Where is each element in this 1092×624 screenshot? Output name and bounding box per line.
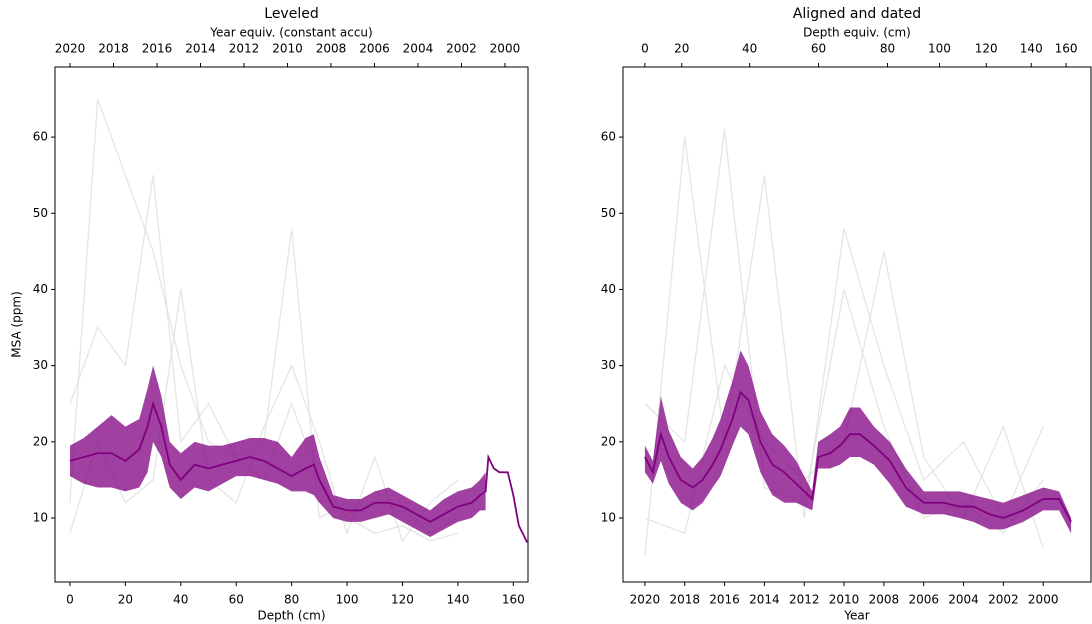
x2-axis-label: Depth equiv. (cm) <box>803 26 911 40</box>
x-tick-label: 2014 <box>749 593 780 607</box>
x2-tick-label: 2008 <box>316 42 347 56</box>
y-tick-label: 10 <box>33 511 48 525</box>
x2-tick-label: 120 <box>975 42 998 56</box>
y-tick-label: 40 <box>601 282 616 296</box>
panel: Aligned and dated Depth equiv. (cm) Year 10… <box>601 6 1092 623</box>
x-tick-label: 2004 <box>948 593 979 607</box>
y-tick-label: 50 <box>601 206 616 220</box>
x-tick-label: 120 <box>391 593 414 607</box>
x-tick-label: 2010 <box>829 593 860 607</box>
y-tick-label: 30 <box>33 358 48 372</box>
x2-tick-label: 20 <box>674 42 689 56</box>
x-tick-label: 40 <box>173 593 188 607</box>
x2-tick-label: 60 <box>811 42 826 56</box>
x2-tick-label: 0 <box>641 42 649 56</box>
y-tick-label: 20 <box>33 434 48 448</box>
x2-tick-label: 2002 <box>446 42 477 56</box>
plot-area <box>644 129 1072 557</box>
x2-tick-label: 140 <box>1020 42 1043 56</box>
x-axis-label: Depth (cm) <box>257 609 325 623</box>
x2-tick-label: 2014 <box>185 42 216 56</box>
x2-tick-label: 2020 <box>55 42 86 56</box>
x-tick-label: 2018 <box>669 593 700 607</box>
x2-tick-label: 40 <box>742 42 757 56</box>
mean-line <box>69 400 528 543</box>
x-tick-label: 2006 <box>908 593 939 607</box>
x-tick-label: 2002 <box>988 593 1019 607</box>
x-tick-label: 100 <box>336 593 359 607</box>
y-tick-label: 20 <box>601 434 616 448</box>
confidence-band <box>644 350 1072 534</box>
x2-axis-label: Year equiv. (constant accu) <box>209 26 372 40</box>
x2-tick-label: 2006 <box>359 42 390 56</box>
x2-tick-label: 2012 <box>229 42 260 56</box>
trace-line <box>644 137 1044 557</box>
x2-tick-label: 2004 <box>403 42 434 56</box>
chart-title: Leveled <box>264 6 318 22</box>
y-tick-label: 60 <box>601 130 616 144</box>
x-tick-label: 2012 <box>789 593 820 607</box>
x-tick-label: 0 <box>66 593 74 607</box>
confidence-band <box>69 365 486 538</box>
x-tick-label: 2020 <box>630 593 661 607</box>
y-tick-label: 10 <box>601 511 616 525</box>
x2-tick-label: 100 <box>928 42 951 56</box>
x2-tick-label: 80 <box>880 42 895 56</box>
x2-tick-label: 160 <box>1055 42 1078 56</box>
x2-tick-label: 2010 <box>272 42 303 56</box>
axes-frame <box>622 66 1092 583</box>
chart-title: Aligned and dated <box>793 6 921 22</box>
x-tick-label: 60 <box>229 593 244 607</box>
y-tick-label: 50 <box>33 206 48 220</box>
x2-tick-label: 2018 <box>98 42 129 56</box>
y-axis-label: MSA (ppm) <box>10 291 24 358</box>
mean-line <box>644 390 1072 523</box>
panel: Leveled Year equiv. (constant accu) Depth … <box>10 6 529 623</box>
y-tick-label: 40 <box>33 282 48 296</box>
y-tick-label: 60 <box>33 130 48 144</box>
x-tick-label: 2008 <box>869 593 900 607</box>
x-tick-label: 20 <box>118 593 133 607</box>
x2-tick-label: 2000 <box>490 42 521 56</box>
plot-area <box>69 98 528 543</box>
x-tick-label: 80 <box>284 593 299 607</box>
x-tick-label: 140 <box>446 593 469 607</box>
x2-tick-label: 2016 <box>142 42 173 56</box>
x-axis-label: Year <box>843 609 869 623</box>
x-tick-label: 160 <box>502 593 525 607</box>
x-tick-label: 2000 <box>1028 593 1059 607</box>
x-tick-label: 2016 <box>709 593 740 607</box>
y-tick-label: 30 <box>601 358 616 372</box>
